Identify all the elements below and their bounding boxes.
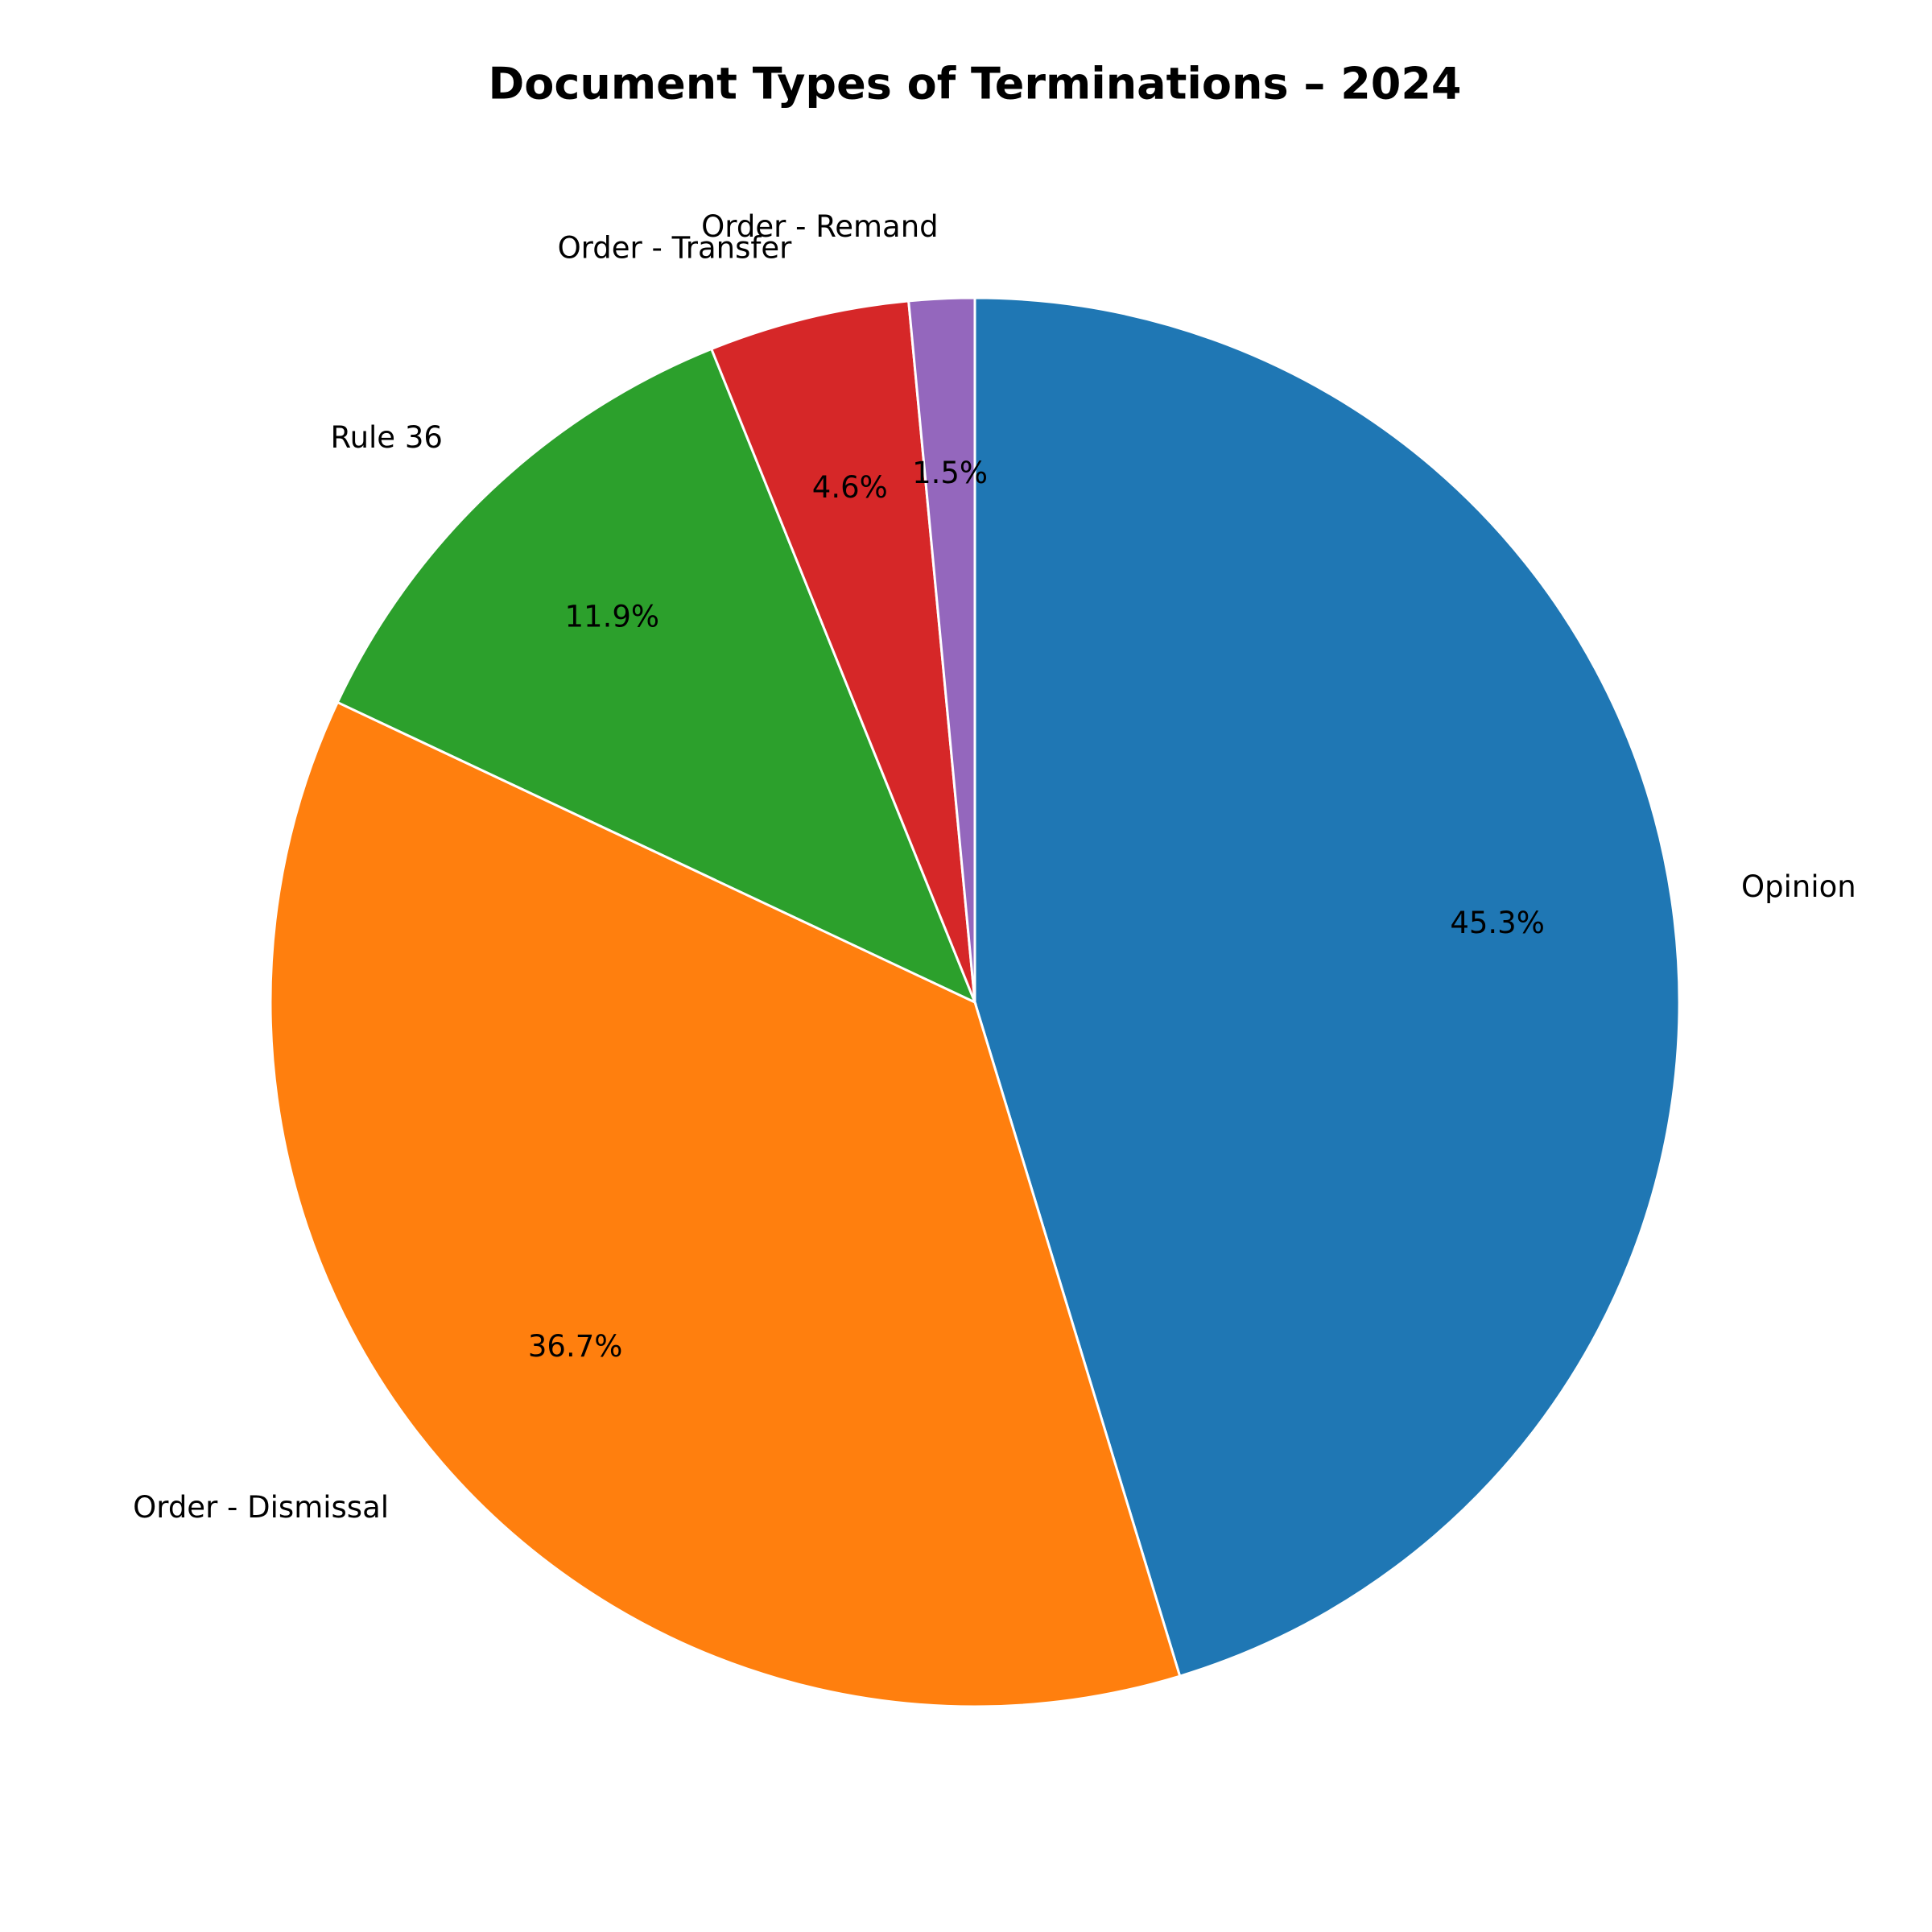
slice-label: Opinion — [1741, 869, 1856, 904]
value-label: 11.9% — [564, 600, 659, 634]
chart-title: Document Types of Terminations – 2024 — [488, 59, 1461, 109]
slice-label: Rule 36 — [331, 420, 443, 455]
value-label: 1.5% — [912, 456, 988, 490]
slice-label: Order - Dismissal — [133, 1490, 389, 1525]
slice-label: Order - Remand — [701, 209, 938, 244]
value-label: 4.6% — [812, 470, 888, 505]
value-label: 36.7% — [528, 1329, 623, 1364]
value-label: 45.3% — [1450, 906, 1545, 940]
chart: Document Types of Terminations – 2024 Op… — [0, 0, 1932, 1932]
